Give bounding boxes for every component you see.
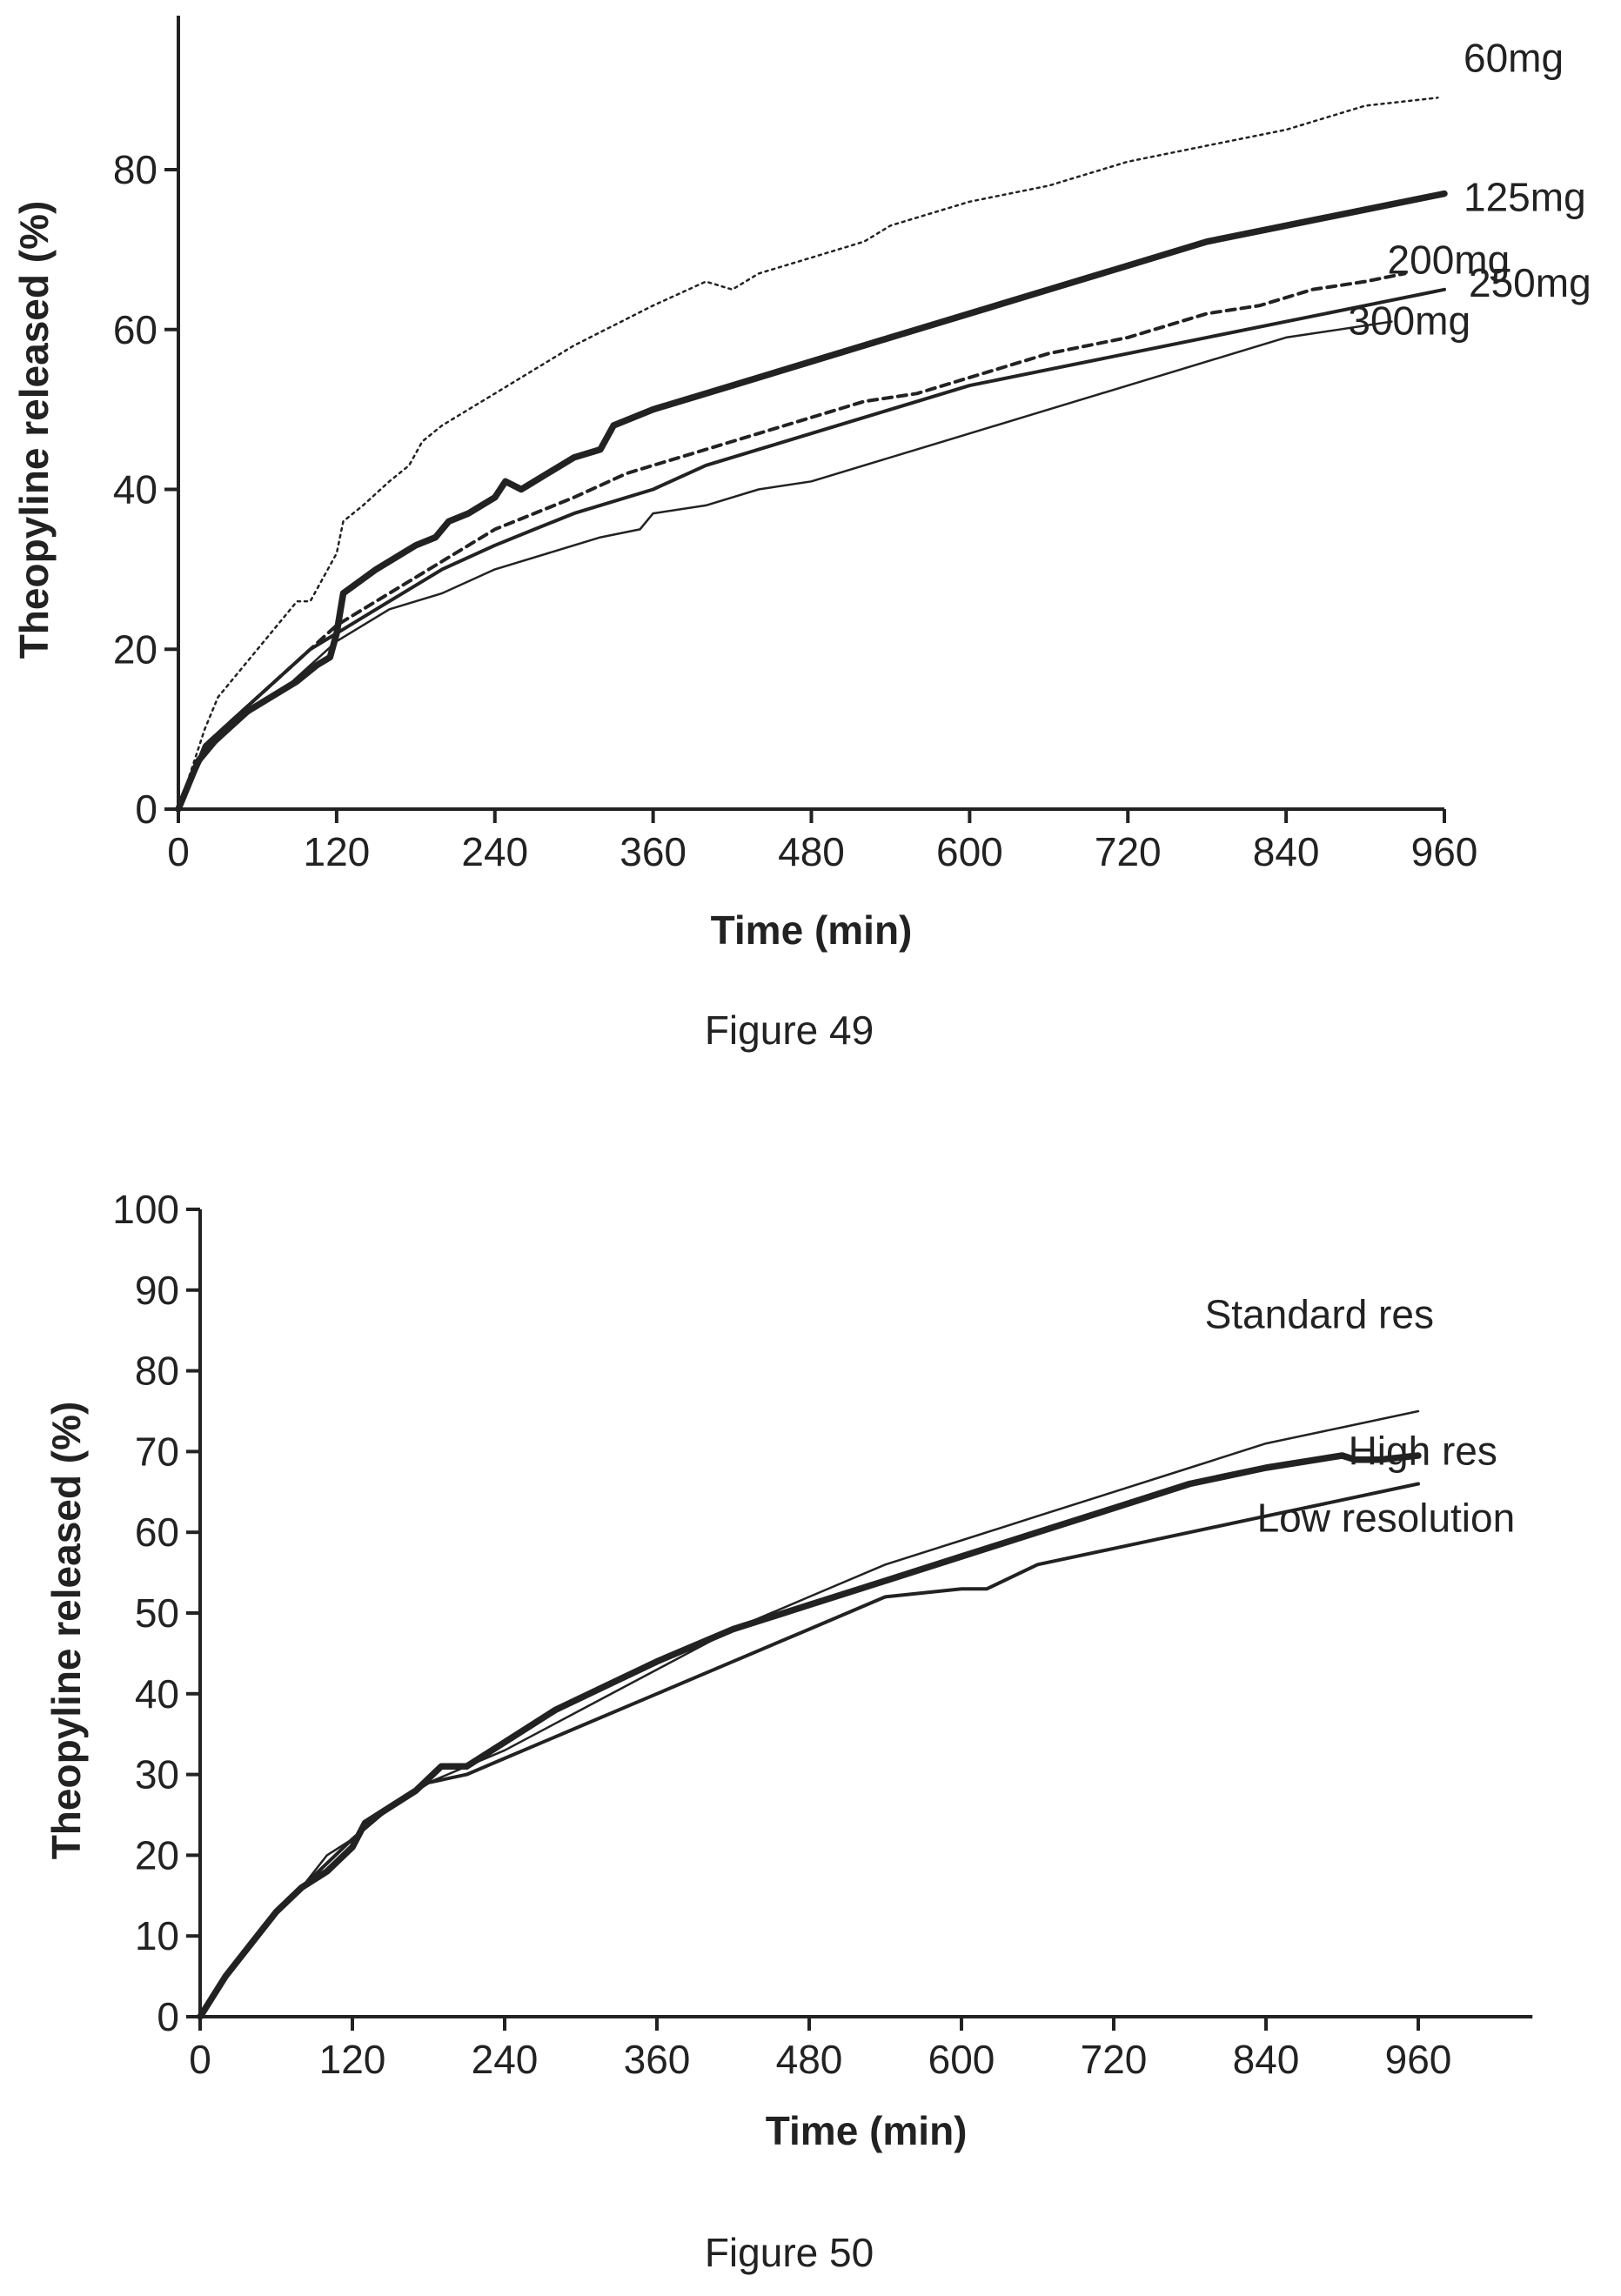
series-label: 300mg [1348, 298, 1470, 344]
figure-caption: Figure 49 [705, 1007, 874, 1053]
x-tick-label: 0 [167, 829, 190, 874]
x-tick-label: 600 [928, 2037, 995, 2082]
y-tick-label: 0 [157, 1994, 179, 2039]
series-line-200mg [177, 271, 1407, 811]
series-line-high-res [197, 1452, 1422, 2020]
y-tick-label: 20 [113, 626, 157, 672]
x-axis-title: Time (min) [766, 2108, 968, 2153]
y-tick-label: 60 [135, 1509, 179, 1555]
y-tick-label: 90 [135, 1268, 179, 1313]
series-label: 60mg [1464, 35, 1564, 80]
x-tick-label: 240 [472, 2037, 539, 2082]
y-tick-label: 40 [135, 1671, 179, 1717]
series-label: High res [1349, 1428, 1497, 1473]
series-label: 250mg [1469, 260, 1591, 305]
y-tick-label: 80 [113, 147, 157, 192]
series-line-standard-res [198, 1409, 1420, 2018]
series-label: 125mg [1464, 175, 1586, 220]
chart-figure-50: 0 120 240 360 480 600 720 840 960 0 10 20 30 40 50 60 70… [44, 1187, 1533, 2275]
x-tick-label: 360 [620, 829, 687, 874]
x-tick-label: 840 [1233, 2037, 1300, 2082]
series-line-low-resolution [198, 1482, 1420, 2018]
figure-caption: Figure 50 [705, 2230, 874, 2275]
series-line-60mg [177, 97, 1439, 811]
x-tick-label: 720 [1095, 829, 1162, 874]
x-tick-label: 480 [778, 829, 845, 874]
x-tick-label: 960 [1411, 829, 1478, 874]
x-tick-label: 240 [461, 829, 528, 874]
x-tick-label: 840 [1253, 829, 1320, 874]
series-label: Low resolution [1257, 1496, 1516, 1541]
series-line-300mg [177, 320, 1393, 811]
series-label: 200mg [1388, 237, 1510, 282]
y-tick-label: 50 [135, 1590, 179, 1636]
y-tick-label: 100 [112, 1187, 179, 1232]
chart-figure-49: 0 120 240 360 480 600 720 840 960 0 20 40 60 80 Time (… [11, 16, 1591, 1053]
x-tick-label: 0 [189, 2037, 211, 2082]
y-tick-label: 40 [113, 467, 157, 512]
y-axis-title: Theopyline released (%) [44, 1402, 89, 1860]
x-tick-label: 120 [319, 2037, 386, 2082]
series-label: Standard res [1205, 1291, 1434, 1336]
x-tick-label: 720 [1081, 2037, 1148, 2082]
x-tick-label: 960 [1385, 2037, 1452, 2082]
series-line-250mg [177, 287, 1446, 811]
x-axis-title: Time (min) [711, 907, 913, 953]
y-tick-label: 0 [135, 787, 157, 832]
y-tick-label: 60 [113, 307, 157, 352]
x-tick-label: 600 [936, 829, 1003, 874]
x-tick-label: 120 [304, 829, 371, 874]
y-tick-label: 10 [135, 1913, 179, 1958]
series-line-125mg [175, 190, 1448, 813]
x-tick-label: 360 [624, 2037, 691, 2082]
y-tick-label: 80 [135, 1349, 179, 1394]
y-tick-label: 30 [135, 1752, 179, 1797]
x-tick-label: 480 [776, 2037, 843, 2082]
y-axis-title: Theopyline released (%) [11, 201, 57, 659]
y-tick-label: 70 [135, 1429, 179, 1474]
y-tick-label: 20 [135, 1832, 179, 1878]
